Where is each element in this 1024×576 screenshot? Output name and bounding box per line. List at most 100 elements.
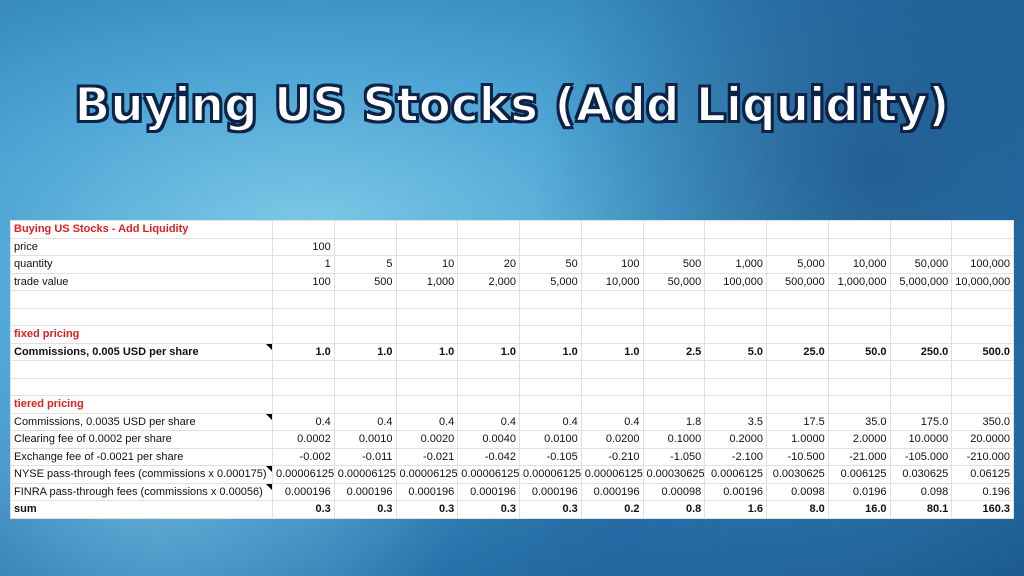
cell: 10,000 — [580, 272, 644, 291]
cell: 50,000 — [642, 272, 706, 291]
cell — [580, 377, 644, 396]
cell — [580, 307, 644, 326]
cell: 2,000 — [457, 272, 520, 291]
cell: 0.00006125 — [333, 465, 397, 484]
cell — [519, 395, 582, 414]
cell — [395, 290, 459, 309]
cell — [580, 237, 644, 256]
cell: 1 — [272, 255, 335, 274]
row — [10, 307, 1014, 326]
row — [10, 290, 1014, 309]
cell — [272, 395, 335, 414]
cell — [889, 377, 953, 396]
cell — [704, 220, 767, 239]
cell — [951, 325, 1014, 344]
cell: -0.011 — [333, 447, 397, 466]
cell — [519, 290, 582, 309]
cell — [395, 325, 459, 344]
cell — [395, 307, 459, 326]
cell: 1,000 — [704, 255, 767, 274]
cell: 0.00030625 — [642, 465, 706, 484]
cell — [827, 395, 891, 414]
cell — [642, 377, 706, 396]
cell: FINRA pass-through fees (commissions x 0… — [10, 482, 273, 501]
cell — [519, 377, 582, 396]
cell: 500,000 — [766, 272, 829, 291]
cell: 1,000,000 — [827, 272, 891, 291]
cell: 0.4 — [333, 412, 397, 431]
cell: 50,000 — [889, 255, 953, 274]
cell — [580, 325, 644, 344]
row — [10, 360, 1014, 379]
cell: -0.021 — [395, 447, 459, 466]
cell — [951, 290, 1014, 309]
row: Commissions, 0.005 USD per share 1.0 1.0 1.… — [10, 342, 1014, 361]
row: trade value 100 500 1,000 2,000 5,000 10,000 50… — [10, 272, 1014, 291]
cell: 0.3 — [333, 500, 397, 519]
cell — [272, 325, 335, 344]
cell: 5 — [333, 255, 397, 274]
cell: 100 — [272, 237, 335, 256]
row: fixed pricing — [10, 325, 1014, 344]
cell: 25.0 — [766, 342, 829, 361]
cell: sum — [10, 500, 273, 519]
cell — [766, 237, 829, 256]
cell — [333, 290, 397, 309]
cell: 0.2 — [580, 500, 644, 519]
row: sum 0.3 0.3 0.3 0.3 0.3 0.2 0.8 1.6 8.0 16.0 80.1 16… — [10, 500, 1014, 519]
cell: 2.0000 — [827, 430, 891, 449]
cell: 0.000196 — [519, 482, 582, 501]
cell — [642, 220, 706, 239]
cell — [704, 377, 767, 396]
row: tiered pricing — [10, 395, 1014, 414]
cell: fixed pricing — [10, 325, 273, 344]
cell: 500.0 — [951, 342, 1014, 361]
cell — [889, 360, 953, 379]
cell: 5,000,000 — [889, 272, 953, 291]
cell: 0.00006125 — [272, 465, 335, 484]
cell — [642, 395, 706, 414]
cell: -1.050 — [642, 447, 706, 466]
cell — [951, 237, 1014, 256]
cell: 0.4 — [272, 412, 335, 431]
cell: 10.0000 — [889, 430, 953, 449]
cell: -0.210 — [580, 447, 644, 466]
cell — [704, 290, 767, 309]
cell: 0.3 — [457, 500, 520, 519]
cell — [766, 395, 829, 414]
cell: 0.00006125 — [580, 465, 644, 484]
cell — [333, 395, 397, 414]
cell: Commissions, 0.0035 USD per share — [10, 412, 273, 431]
cell — [766, 325, 829, 344]
cell: 0.8 — [642, 500, 706, 519]
cell: 5.0 — [704, 342, 767, 361]
cell: 0.00098 — [642, 482, 706, 501]
row: Clearing fee of 0.0002 per share 0.0002 0.… — [10, 430, 1014, 449]
cell: 0.4 — [580, 412, 644, 431]
cell — [580, 290, 644, 309]
cell: -210.000 — [951, 447, 1014, 466]
cell: 500 — [333, 272, 397, 291]
cell: 0.4 — [457, 412, 520, 431]
cell: price — [10, 237, 273, 256]
cell: 175.0 — [889, 412, 953, 431]
cell — [519, 307, 582, 326]
cell: 0.0196 — [827, 482, 891, 501]
cell: 0.0002 — [272, 430, 335, 449]
cell: NYSE pass-through fees (commissions x 0.… — [10, 465, 273, 484]
cell — [889, 290, 953, 309]
cell: 1.0 — [395, 342, 459, 361]
cell — [827, 325, 891, 344]
cell: Buying US Stocks - Add Liquidity — [10, 220, 273, 239]
cell: 1.8 — [642, 412, 706, 431]
cell — [333, 360, 397, 379]
cell — [704, 237, 767, 256]
cell — [272, 377, 335, 396]
cell: 350.0 — [951, 412, 1014, 431]
cell: 2.5 — [642, 342, 706, 361]
cell: -0.105 — [519, 447, 582, 466]
row: NYSE pass-through fees (commissions x 0.… — [10, 465, 1014, 484]
cell: 0.000196 — [333, 482, 397, 501]
row — [10, 377, 1014, 396]
cell: 0.000196 — [395, 482, 459, 501]
